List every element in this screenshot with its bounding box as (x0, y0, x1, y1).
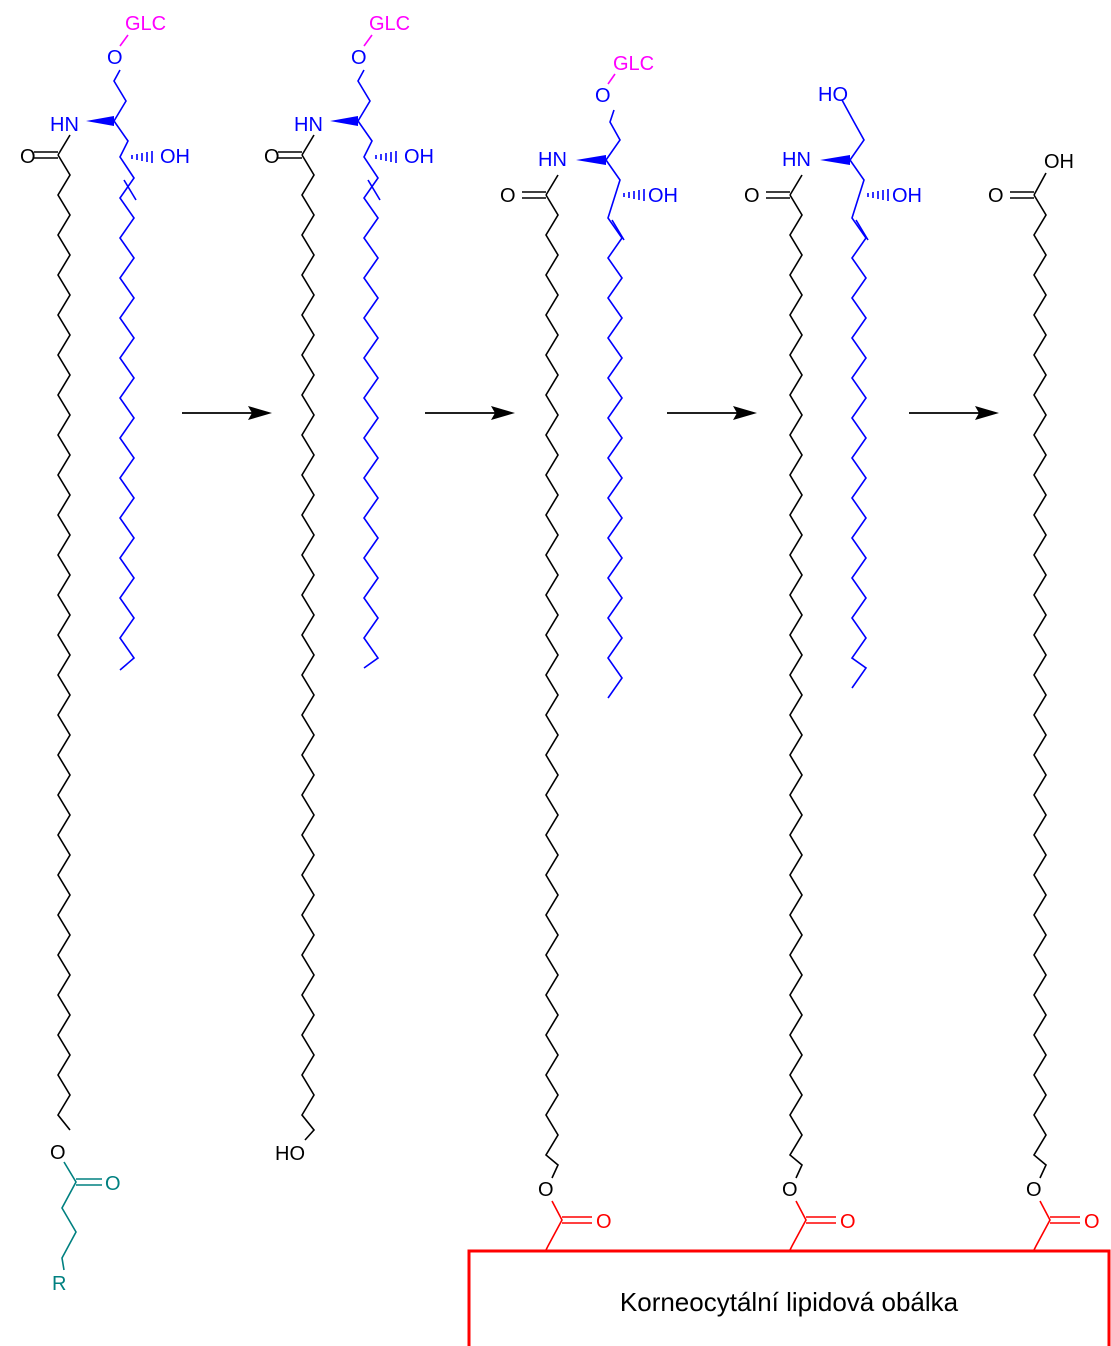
envelope-ester-link (1033, 1200, 1051, 1251)
carbonyl-o-label: O (988, 185, 1004, 207)
oh-label: OH (648, 185, 678, 207)
wedge-bond (576, 155, 606, 165)
r-group-label: R (52, 1273, 66, 1295)
structure-5: OH O O O (988, 151, 1100, 1251)
fatty-acid-chain (301, 154, 316, 1141)
envelope-box (467, 1249, 1111, 1346)
acid-oh-label: OH (1044, 151, 1074, 173)
trans-double-bond (611, 219, 625, 241)
hashed-bond (867, 189, 889, 201)
wedge-bond (86, 116, 114, 126)
acid-oh-bond (1033, 172, 1047, 196)
envelope-ester-link (545, 1200, 563, 1251)
ester-carbonyl-o-label: O (1084, 1211, 1100, 1233)
carbonyl-double-bond (34, 151, 58, 159)
envelope-label: Korneocytální lipidová obálka (620, 1287, 959, 1317)
o-glc-link-label: O (351, 47, 367, 69)
fatty-acid-chain (57, 154, 71, 1131)
amide-nh-label: HN (50, 114, 79, 136)
carbonyl-o-label: O (264, 146, 280, 168)
trans-double-bond (123, 179, 137, 201)
sphingoid-backbone (605, 109, 623, 699)
arrow-1 (182, 406, 272, 420)
ester-carbonyl (806, 1216, 836, 1224)
carbonyl-o-label: O (20, 146, 36, 168)
oh-label: OH (404, 146, 434, 168)
structure-3: O HN OH O GLC O O (500, 53, 678, 1251)
amide-nh-label: HN (294, 114, 323, 136)
glc-label: GLC (369, 13, 410, 35)
ester-o-label: O (782, 1179, 798, 1201)
carbonyl-o-label: O (500, 185, 516, 207)
fatty-acid-chain (544, 194, 559, 1179)
ester-acyl-chain (61, 1161, 77, 1271)
arrow-3 (667, 406, 757, 420)
fatty-acid-chain (1032, 194, 1047, 1179)
ester-o-label: O (1026, 1179, 1042, 1201)
glc-bond (363, 34, 373, 47)
amide-nh-label: HN (538, 149, 567, 171)
glc-label: GLC (613, 53, 654, 75)
sphingoid-backbone (113, 69, 136, 671)
ester-carbonyl-o-label: O (596, 1211, 612, 1233)
oh-label: OH (160, 146, 190, 168)
ester-carbonyl-o-label: O (840, 1211, 856, 1233)
ester-carbonyl (1050, 1216, 1080, 1224)
hashed-bond (623, 189, 645, 201)
amide-bond (545, 174, 559, 196)
ester-carbonyl (76, 1178, 102, 1186)
glc-label: GLC (125, 13, 166, 35)
carbonyl-o-label: O (744, 185, 760, 207)
trans-double-bond (855, 219, 869, 241)
amide-bond (789, 174, 803, 196)
sphingoid-backbone (841, 99, 868, 689)
ester-carbonyl-o-label: O (105, 1173, 121, 1195)
fatty-acid-chain (788, 194, 803, 1179)
hashed-bond (375, 151, 397, 163)
trans-double-bond (367, 179, 381, 201)
arrow-4 (909, 406, 999, 420)
structure-2: O HN OH O GLC HO (264, 13, 434, 1165)
primary-ho-label: HO (818, 84, 848, 106)
o-glc-link-label: O (595, 85, 611, 107)
hashed-bond (131, 151, 153, 163)
carbonyl-double-bond (1010, 191, 1034, 199)
amide-nh-label: HN (782, 149, 811, 171)
amide-bond (57, 134, 71, 156)
glc-bond (607, 73, 616, 85)
carbonyl-double-bond (278, 151, 302, 159)
glc-bond (119, 34, 129, 47)
wedge-bond (820, 155, 850, 165)
ester-o-label: O (538, 1179, 554, 1201)
omega-ho-label: HO (275, 1143, 305, 1165)
amide-bond (301, 134, 315, 156)
carbonyl-double-bond (766, 191, 790, 199)
ester-o-label: O (50, 1142, 66, 1164)
arrow-2 (425, 406, 515, 420)
carbonyl-double-bond (522, 191, 546, 199)
envelope-ester-link (789, 1200, 807, 1251)
structure-4: O HN OH HO O O (744, 84, 922, 1251)
structure-1: O HN OH O GLC O O R (20, 13, 190, 1295)
o-glc-link-label: O (107, 47, 123, 69)
lipid-envelope: Korneocytální lipidová obálka (467, 1249, 1111, 1346)
wedge-bond (330, 116, 358, 126)
sphingoid-backbone (357, 69, 380, 669)
oh-label: OH (892, 185, 922, 207)
ester-carbonyl (562, 1216, 592, 1224)
